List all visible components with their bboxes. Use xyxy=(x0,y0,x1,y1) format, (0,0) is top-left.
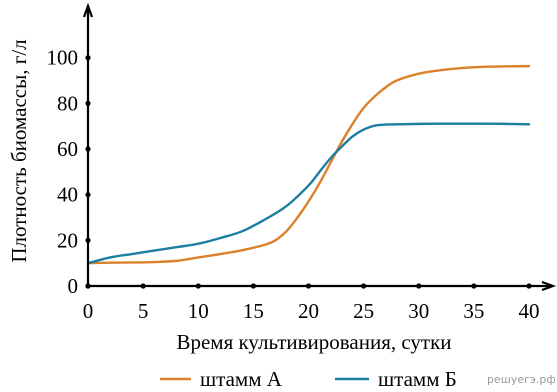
x-tick-mark xyxy=(416,283,422,289)
watermark: решуегэ.рф xyxy=(487,373,556,386)
y-tick-label: 60 xyxy=(57,137,78,161)
legend-label-strain-b: штамм Б xyxy=(378,367,457,391)
x-tick-label: 0 xyxy=(83,299,94,323)
y-tick-label: 80 xyxy=(57,91,78,115)
series-line-strain-b xyxy=(86,122,531,265)
series-line-strain-a xyxy=(86,64,531,265)
x-tick-mark xyxy=(526,283,532,289)
x-tick-label: 30 xyxy=(408,299,429,323)
x-tick-mark xyxy=(195,283,201,289)
x-tick-label: 10 xyxy=(188,299,209,323)
x-tick-label: 5 xyxy=(138,299,149,323)
y-tick-label: 0 xyxy=(68,274,79,298)
x-tick-mark xyxy=(471,283,477,289)
y-tick-mark xyxy=(85,100,91,106)
x-tick-label: 40 xyxy=(519,299,540,323)
axis-labels: Плотность биомассы, г/л Время культивиро… xyxy=(7,39,452,354)
series-lines xyxy=(86,64,531,265)
x-tick-label: 35 xyxy=(463,299,484,323)
legend: штамм А штамм Б xyxy=(160,367,457,391)
y-axis-title: Плотность биомассы, г/л xyxy=(7,39,31,262)
y-tick-mark xyxy=(85,283,91,289)
y-tick-mark xyxy=(85,55,91,61)
y-tick-label: 20 xyxy=(57,228,78,252)
x-tick-mark xyxy=(140,283,146,289)
x-axis-title: Время культивирования, сутки xyxy=(176,330,451,354)
x-tick-label: 25 xyxy=(353,299,374,323)
axes: 0 5 10 15 20 25 30 35 40 0 20 40 60 80 100 xyxy=(47,2,557,323)
x-tick-label: 20 xyxy=(298,299,319,323)
x-tick-mark xyxy=(305,283,312,289)
y-tick-mark xyxy=(85,146,91,152)
legend-label-strain-a: штамм А xyxy=(200,367,283,391)
x-axis-arrow xyxy=(541,280,557,292)
y-tick-label: 40 xyxy=(57,183,78,207)
y-tick-mark xyxy=(85,192,91,198)
y-tick-label: 100 xyxy=(47,46,79,70)
x-tick-mark xyxy=(250,283,256,289)
y-axis-arrow xyxy=(82,2,94,18)
y-tick-mark xyxy=(85,237,91,243)
x-tick-mark xyxy=(361,283,367,289)
x-tick-label: 15 xyxy=(243,299,264,323)
